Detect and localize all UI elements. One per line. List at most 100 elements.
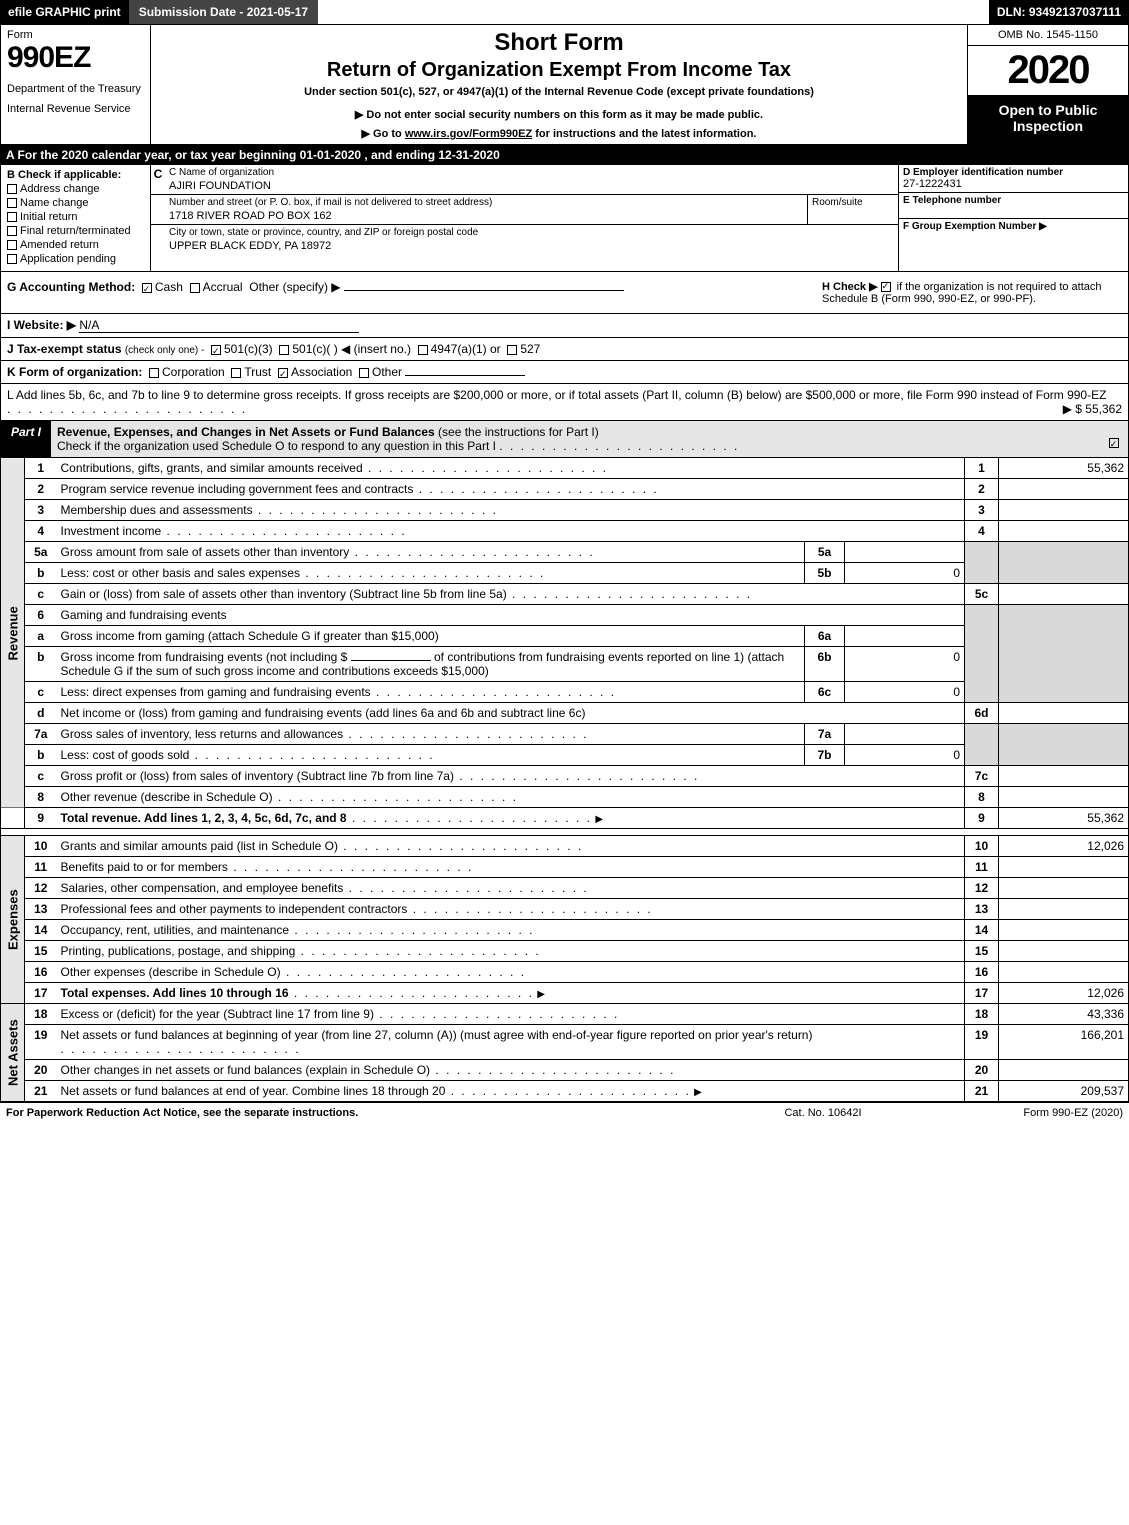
city-value: UPPER BLACK EDDY, PA 18972 — [165, 240, 898, 254]
ln8-rt: 8 — [965, 787, 999, 808]
cb-4947[interactable] — [418, 345, 428, 355]
l-value: ▶ $ 55,362 — [1063, 402, 1122, 416]
side-revenue: Revenue — [1, 458, 25, 808]
ln10-desc: Grants and similar amounts paid (list in… — [61, 839, 338, 853]
ln8-desc: Other revenue (describe in Schedule O) — [61, 790, 273, 804]
side-expenses: Expenses — [1, 836, 25, 1004]
row-gh: G Accounting Method: Cash Accrual Other … — [0, 272, 1129, 314]
ln6c-subval: 0 — [845, 682, 965, 703]
ln6b-blank[interactable] — [351, 660, 431, 661]
row-8: 8 Other revenue (describe in Schedule O)… — [1, 787, 1129, 808]
cb-address-change[interactable]: Address change — [7, 183, 144, 195]
row-6a: a Gross income from gaming (attach Sched… — [1, 626, 1129, 647]
ln6a-sub: 6a — [805, 626, 845, 647]
ln21-val: 209,537 — [999, 1081, 1129, 1102]
ln7ab-rt-shade — [965, 724, 999, 766]
ln7a-subval — [845, 724, 965, 745]
cb-initial-return[interactable]: Initial return — [7, 211, 144, 223]
cb-527[interactable] — [507, 345, 517, 355]
other-specify-line[interactable] — [344, 290, 624, 291]
cb-501c[interactable] — [279, 345, 289, 355]
cb-application-pending-label: Application pending — [20, 253, 116, 265]
footer-left: For Paperwork Reduction Act Notice, see … — [6, 1107, 723, 1119]
ln5c-desc: Gain or (loss) from sale of assets other… — [61, 587, 507, 601]
l-dots — [7, 402, 247, 416]
ln5a-num: 5a — [25, 542, 57, 563]
submission-date: Submission Date - 2021-05-17 — [129, 0, 318, 24]
cb-other-org[interactable] — [359, 368, 369, 378]
cb-name-change[interactable]: Name change — [7, 197, 144, 209]
part-i-title: Revenue, Expenses, and Changes in Net As… — [51, 421, 1102, 457]
ln7a-num: 7a — [25, 724, 57, 745]
ln14-num: 14 — [25, 920, 57, 941]
footer-mid: Cat. No. 10642I — [723, 1107, 923, 1119]
ln3-num: 3 — [25, 500, 57, 521]
c-value: AJIRI FOUNDATION — [165, 180, 898, 194]
ln6-val-shade — [999, 605, 1129, 703]
ln13-num: 13 — [25, 899, 57, 920]
ln21-desc: Net assets or fund balances at end of ye… — [61, 1084, 446, 1098]
ln6d-desc: Net income or (loss) from gaming and fun… — [57, 703, 965, 724]
ln20-num: 20 — [25, 1060, 57, 1081]
opt-4947: 4947(a)(1) or — [431, 342, 501, 356]
ln2-num: 2 — [25, 479, 57, 500]
ln8-num: 8 — [25, 787, 57, 808]
cb-final-return[interactable]: Final return/terminated — [7, 225, 144, 237]
cb-trust[interactable] — [231, 368, 241, 378]
ln18-num: 18 — [25, 1004, 57, 1025]
row-10: Expenses 10 Grants and similar amounts p… — [1, 836, 1129, 857]
ln6-desc: Gaming and fundraising events — [57, 605, 965, 626]
row-1: Revenue 1 Contributions, gifts, grants, … — [1, 458, 1129, 479]
ln10-num: 10 — [25, 836, 57, 857]
footer-right: Form 990-EZ (2020) — [923, 1107, 1123, 1119]
ln20-val — [999, 1060, 1129, 1081]
ln10-rt: 10 — [965, 836, 999, 857]
ln4-val — [999, 521, 1129, 542]
c-letter: C — [151, 165, 165, 194]
j-note: (check only one) - — [125, 345, 204, 356]
cb-corp[interactable] — [149, 368, 159, 378]
part-i-title-rest: (see the instructions for Part I) — [435, 425, 599, 439]
ln5b-num: b — [25, 563, 57, 584]
ln19-desc: Net assets or fund balances at beginning… — [61, 1028, 813, 1042]
ln16-rt: 16 — [965, 962, 999, 983]
row-2: 2 Program service revenue including gove… — [1, 479, 1129, 500]
section-b: B Check if applicable: Address change Na… — [1, 165, 151, 271]
cb-final-return-label: Final return/terminated — [20, 225, 131, 237]
row-15: 15 Printing, publications, postage, and … — [1, 941, 1129, 962]
ln15-val — [999, 941, 1129, 962]
cb-application-pending[interactable]: Application pending — [7, 253, 144, 265]
cb-assoc[interactable] — [278, 368, 288, 378]
go-to-link[interactable]: www.irs.gov/Form990EZ — [405, 128, 532, 140]
other-org-line[interactable] — [405, 375, 525, 376]
efile-label[interactable]: efile GRAPHIC print — [0, 0, 129, 24]
row-j: J Tax-exempt status (check only one) - 5… — [0, 338, 1129, 361]
opt-501c3: 501(c)(3) — [224, 342, 273, 356]
row-16: 16 Other expenses (describe in Schedule … — [1, 962, 1129, 983]
cb-amended-return[interactable]: Amended return — [7, 239, 144, 251]
row-18: Net Assets 18 Excess or (deficit) for th… — [1, 1004, 1129, 1025]
row-f: F Group Exemption Number ▶ — [899, 219, 1128, 271]
ln17-desc: Total expenses. Add lines 10 through 16 — [61, 986, 289, 1000]
ln3-val — [999, 500, 1129, 521]
ln6c-sub: 6c — [805, 682, 845, 703]
section-c: C C Name of organization AJIRI FOUNDATIO… — [151, 165, 898, 271]
ln5c-rt: 5c — [965, 584, 999, 605]
cb-501c3[interactable] — [211, 345, 221, 355]
section-g: G Accounting Method: Cash Accrual Other … — [7, 280, 822, 305]
row-org-name: C C Name of organization AJIRI FOUNDATIO… — [151, 165, 898, 195]
cb-cash[interactable] — [142, 283, 152, 293]
ln6c-desc: Less: direct expenses from gaming and fu… — [61, 685, 371, 699]
ln7c-num: c — [25, 766, 57, 787]
row-5a: 5a Gross amount from sale of assets othe… — [1, 542, 1129, 563]
row-street: Number and street (or P. O. box, if mail… — [151, 195, 898, 225]
part-i-header: Part I Revenue, Expenses, and Changes in… — [0, 421, 1129, 458]
ln5a-desc: Gross amount from sale of assets other t… — [61, 545, 350, 559]
cb-accrual[interactable] — [190, 283, 200, 293]
f-label: F Group Exemption Number ▶ — [903, 221, 1124, 232]
part-i-check[interactable] — [1102, 421, 1128, 457]
ln4-desc: Investment income — [61, 524, 162, 538]
cb-h[interactable] — [881, 282, 891, 292]
lines-table: Revenue 1 Contributions, gifts, grants, … — [0, 458, 1129, 1102]
open-public: Open to Public Inspection — [968, 96, 1128, 144]
